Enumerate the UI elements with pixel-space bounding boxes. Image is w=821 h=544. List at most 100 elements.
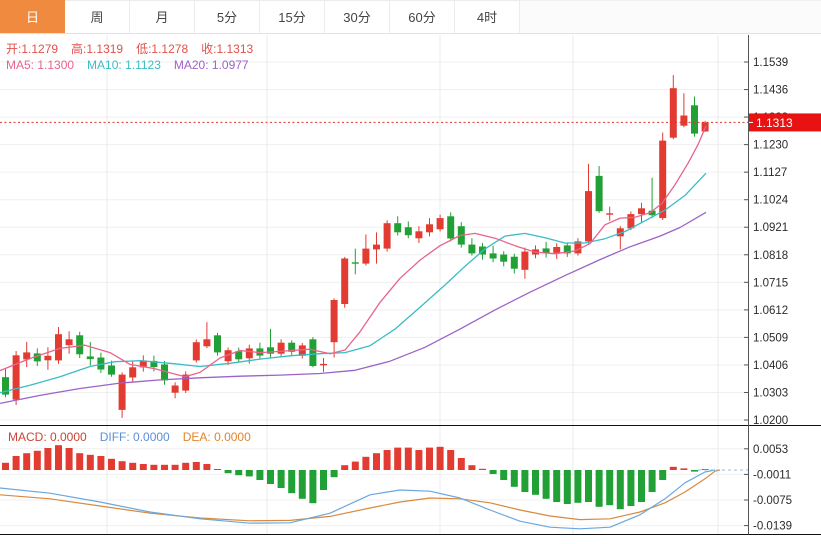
macd-histogram-bar bbox=[500, 470, 508, 480]
candle-body bbox=[362, 248, 370, 264]
timeframe-tabbar: 日周月 5分 15分 30分 60分 4时 bbox=[0, 0, 821, 34]
diff-line bbox=[0, 469, 716, 530]
candle-body bbox=[447, 216, 455, 239]
macd-histogram-bar bbox=[373, 453, 380, 470]
macd-histogram-bar bbox=[23, 453, 31, 470]
macd-histogram-bar bbox=[659, 470, 667, 480]
candle-body bbox=[277, 342, 285, 354]
candle-body bbox=[267, 347, 274, 354]
macd-histogram-bar bbox=[12, 456, 20, 470]
macd-histogram-bar bbox=[479, 468, 486, 470]
macd-histogram-bar bbox=[235, 470, 243, 476]
candle-body bbox=[574, 241, 582, 254]
macd-histogram-bar bbox=[521, 470, 529, 492]
macd-histogram-bar bbox=[108, 458, 115, 470]
macd-histogram-bar bbox=[65, 448, 73, 470]
price-axis-label: 1.0406 bbox=[753, 360, 788, 372]
macd-histogram-bar bbox=[532, 470, 539, 495]
candle-body bbox=[669, 88, 677, 138]
candle-body bbox=[436, 218, 444, 230]
tab-60min[interactable]: 60分 bbox=[390, 0, 455, 33]
candle-body bbox=[373, 244, 380, 250]
candle-body bbox=[500, 254, 508, 262]
macd-histogram-bar bbox=[288, 470, 296, 494]
macd-histogram-bar bbox=[553, 470, 561, 502]
candle-body bbox=[33, 353, 41, 362]
candle-body bbox=[627, 214, 635, 229]
candle-body bbox=[595, 175, 603, 212]
macd-histogram-bar bbox=[256, 470, 264, 480]
macd-histogram-bar bbox=[489, 470, 497, 474]
candle-body bbox=[129, 367, 137, 378]
candle-body bbox=[44, 355, 52, 361]
macd-histogram-bar bbox=[139, 464, 147, 470]
candle-body bbox=[606, 213, 614, 215]
price-axis-label: 1.1024 bbox=[753, 195, 789, 207]
candle-body bbox=[76, 335, 84, 355]
candle-body bbox=[585, 191, 592, 242]
macd-histogram-bar bbox=[606, 470, 614, 506]
macd-axis-label: -0.0011 bbox=[753, 469, 791, 481]
macd-histogram-bar bbox=[616, 470, 624, 510]
tab-4hour[interactable]: 4时 bbox=[455, 0, 520, 33]
macd-histogram-bar bbox=[351, 461, 359, 470]
macd-histogram-bar bbox=[563, 470, 571, 504]
tab-5min[interactable]: 5分 bbox=[195, 0, 260, 33]
candle-body bbox=[468, 244, 476, 254]
tab-30min[interactable]: 30分 bbox=[325, 0, 390, 33]
candle-body bbox=[245, 348, 253, 359]
macd-axis-label: -0.0075 bbox=[753, 495, 792, 507]
candle-body bbox=[288, 342, 296, 352]
candle-body bbox=[214, 335, 221, 353]
macd-axis-label: -0.0139 bbox=[753, 521, 792, 533]
macd-histogram-bar bbox=[341, 465, 349, 470]
price-axis-label: 1.0509 bbox=[753, 332, 788, 344]
tab-week[interactable]: 周 bbox=[65, 0, 130, 33]
macd-histogram-bar bbox=[298, 470, 306, 499]
ohlc-high: 高:1.1319 bbox=[71, 42, 124, 56]
tabbar-filler bbox=[520, 0, 821, 33]
candle-body bbox=[309, 339, 317, 366]
macd-histogram-bar bbox=[76, 453, 84, 470]
macd-histogram-bar bbox=[44, 448, 52, 470]
price-axis-label: 1.1230 bbox=[753, 140, 788, 152]
macd-histogram-bar bbox=[182, 462, 190, 470]
candle-body bbox=[351, 262, 359, 264]
legend-macd: MACD: 0.0000 bbox=[8, 430, 87, 444]
candle-body bbox=[330, 300, 338, 343]
legend-ma20: MA20: 1.0977 bbox=[173, 58, 249, 72]
candle-body bbox=[404, 227, 412, 236]
candle-body bbox=[150, 360, 158, 367]
candle-body bbox=[415, 231, 423, 239]
candle-body bbox=[659, 140, 667, 219]
macd-histogram-bar bbox=[203, 464, 211, 470]
macd-histogram-bar bbox=[129, 462, 137, 470]
macd-histogram-bar bbox=[171, 464, 179, 470]
macd-histogram-bar bbox=[447, 450, 455, 470]
macd-histogram-bar bbox=[638, 470, 645, 502]
candle-body bbox=[521, 251, 529, 270]
macd-histogram-bar bbox=[362, 456, 370, 470]
candle-body bbox=[298, 345, 306, 356]
ohlc-close: 收:1.1313 bbox=[201, 42, 254, 56]
candle-body bbox=[224, 350, 232, 362]
candle-body bbox=[108, 365, 115, 375]
candle-body bbox=[341, 258, 349, 304]
candle-body bbox=[192, 342, 200, 361]
candle-body bbox=[563, 245, 571, 254]
candle-body bbox=[638, 208, 645, 215]
candle-body bbox=[235, 351, 243, 360]
candle-body bbox=[616, 228, 624, 237]
macd-histogram-bar bbox=[245, 470, 253, 477]
macd-histogram-bar bbox=[118, 461, 126, 470]
tab-month[interactable]: 月 bbox=[130, 0, 195, 33]
macd-histogram-bar bbox=[394, 447, 402, 470]
macd-histogram-bar bbox=[277, 470, 285, 488]
macd-histogram-bar bbox=[33, 450, 41, 470]
tab-day[interactable]: 日 bbox=[0, 0, 65, 33]
legend-ma5: MA5: 1.1300 bbox=[6, 58, 75, 72]
price-axis-label: 1.0612 bbox=[753, 305, 788, 317]
tab-15min[interactable]: 15分 bbox=[260, 0, 325, 33]
